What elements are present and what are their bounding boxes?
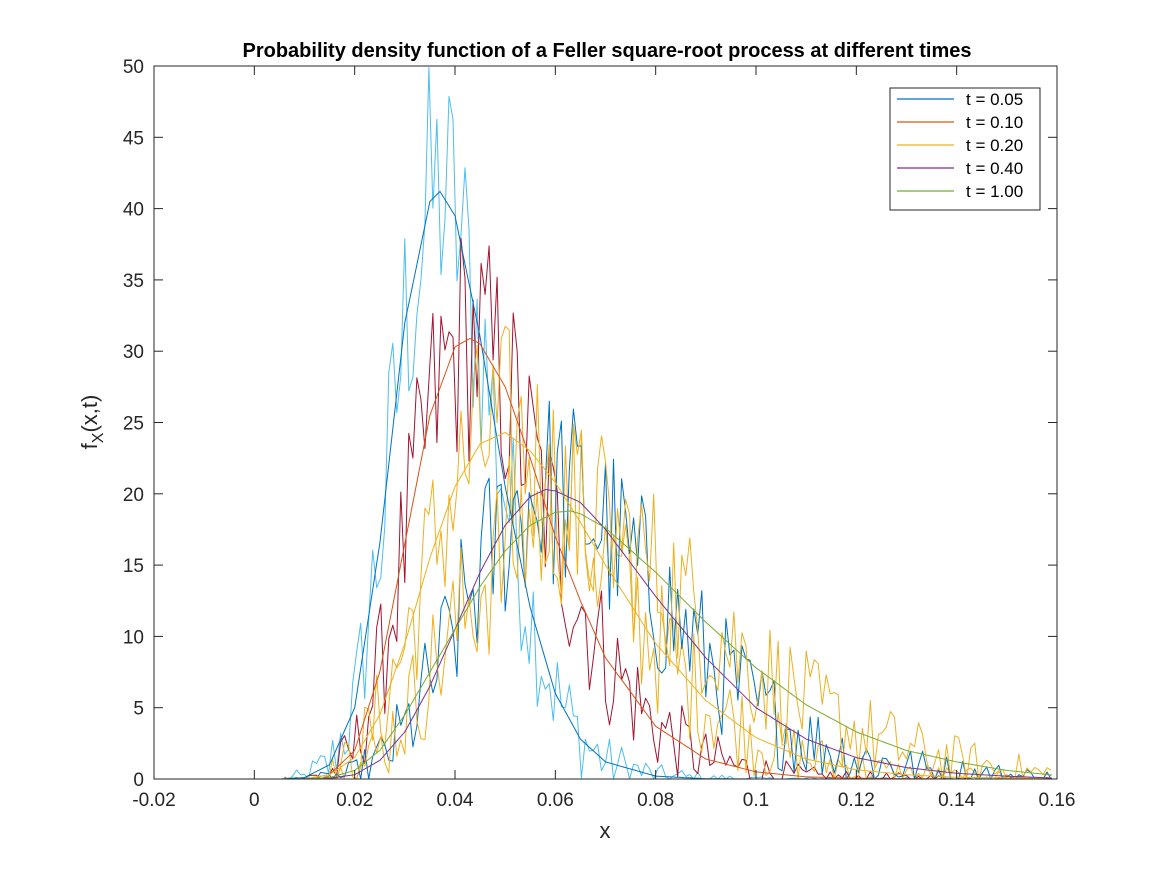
x-tick-label: -0.02 (132, 790, 175, 811)
y-tick-label: 10 (123, 627, 144, 648)
legend-box (889, 87, 1041, 211)
y-tick-label: 20 (123, 485, 144, 506)
y-axis-ticks: 0 5 10 15 20 25 30 35 40 45 50 (123, 57, 1057, 791)
y-tick-label: 5 (133, 699, 144, 720)
y-tick-label: 30 (123, 342, 144, 363)
y-tick-label: 15 (123, 556, 144, 577)
x-tick-label: 0.08 (637, 790, 674, 811)
x-tick-label: 0.06 (537, 790, 574, 811)
x-tick-label: 0 (249, 790, 260, 811)
y-tick-label: 0 (133, 770, 144, 791)
y-axis-label: fX(x,t) (77, 395, 107, 450)
x-axis-label: x (600, 818, 611, 843)
y-axis-label-main: f (77, 442, 102, 449)
legend-label-2: t = 0.10 (966, 113, 1023, 132)
x-tick-label: 0.14 (938, 790, 975, 811)
x-tick-label: 0.16 (1039, 790, 1076, 811)
x-axis-ticks: -0.02 0 0.02 0.04 0.06 0.08 0.1 0.12 0.14 0.16 (132, 66, 1075, 811)
legend-label-4: t = 0.40 (966, 159, 1023, 178)
legend-label-5: t = 1.00 (966, 182, 1023, 201)
legend-label-1: t = 0.05 (966, 90, 1023, 109)
legend: t = 0.05 t = 0.10 t = 0.20 t = 0.40 t = 1.00 (889, 87, 1041, 211)
x-tick-label: 0.12 (838, 790, 875, 811)
y-tick-label: 35 (123, 271, 144, 292)
x-tick-label: 0.04 (437, 790, 474, 811)
y-tick-label: 50 (123, 57, 144, 78)
x-tick-label: 0.02 (336, 790, 373, 811)
y-tick-label: 40 (123, 200, 144, 221)
legend-label-3: t = 0.20 (966, 136, 1023, 155)
y-tick-label: 25 (123, 414, 144, 435)
chart-title: Probability density function of a Feller… (242, 40, 971, 62)
y-axis-label-subscript: X (90, 432, 107, 443)
empirical-trace-5 (284, 423, 1052, 780)
y-tick-label: 45 (123, 128, 144, 149)
y-axis-label-args: (x,t) (77, 395, 102, 433)
x-tick-label: 0.1 (743, 790, 769, 811)
